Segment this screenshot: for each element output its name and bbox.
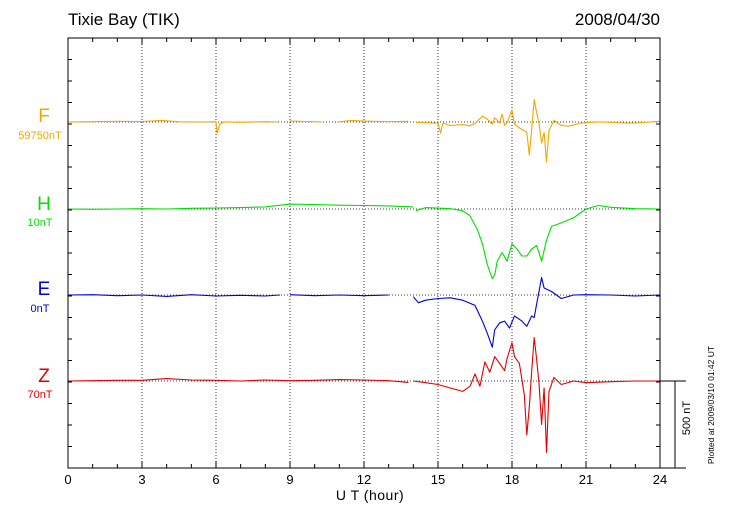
channel-base-F: 59750nT: [18, 130, 62, 142]
x-tick-label: 21: [578, 472, 594, 487]
series-line-E: [289, 294, 389, 297]
series-line-Z: [413, 336, 660, 453]
series-layer: [67, 98, 661, 453]
tick-marks: [67, 38, 661, 468]
series-line-H: [415, 204, 661, 280]
series-F: [67, 98, 661, 163]
series-line-H: [67, 203, 414, 210]
series-Z: [67, 336, 660, 453]
series-H: [67, 203, 661, 280]
channel-base-E: 0nT: [30, 303, 50, 315]
x-tick-label: 15: [430, 472, 446, 487]
x-tick-label: 12: [356, 472, 372, 487]
scale-bar-label: 500 nT: [681, 400, 693, 436]
series-line-E: [412, 277, 661, 348]
x-tick-label: 3: [138, 472, 146, 487]
series-line-E: [67, 294, 281, 297]
x-tick-label: 0: [64, 472, 72, 487]
x-tick-label: 9: [286, 472, 294, 487]
series-E: [67, 277, 661, 348]
plotted-timestamp-note: Plotted at 2009/03/10 01:42 UT: [706, 345, 716, 465]
series-line-F: [67, 119, 278, 134]
plot-frame: [67, 37, 661, 469]
series-line-F: [289, 120, 323, 123]
channel-label-Z: Z: [38, 366, 50, 387]
channel-base-H: 10nT: [27, 217, 53, 229]
x-tick-label: 24: [652, 472, 668, 487]
channel-label-F: F: [38, 106, 50, 127]
channel-label-E: E: [37, 279, 51, 300]
date-title: 2008/04/30: [574, 10, 660, 29]
series-line-F: [336, 119, 409, 123]
channel-base-Z: 70nT: [27, 389, 53, 401]
scale-bar: [660, 380, 686, 469]
series-line-F: [415, 98, 661, 163]
x-axis-label: U T (hour): [335, 487, 405, 503]
x-tick-label: 6: [212, 472, 220, 487]
station-title: Tixie Bay (TIK): [68, 10, 180, 29]
series-line-Z: [67, 378, 409, 383]
channel-label-H: H: [37, 194, 51, 215]
grid-lines: [68, 38, 660, 468]
x-tick-label: 18: [504, 472, 520, 487]
